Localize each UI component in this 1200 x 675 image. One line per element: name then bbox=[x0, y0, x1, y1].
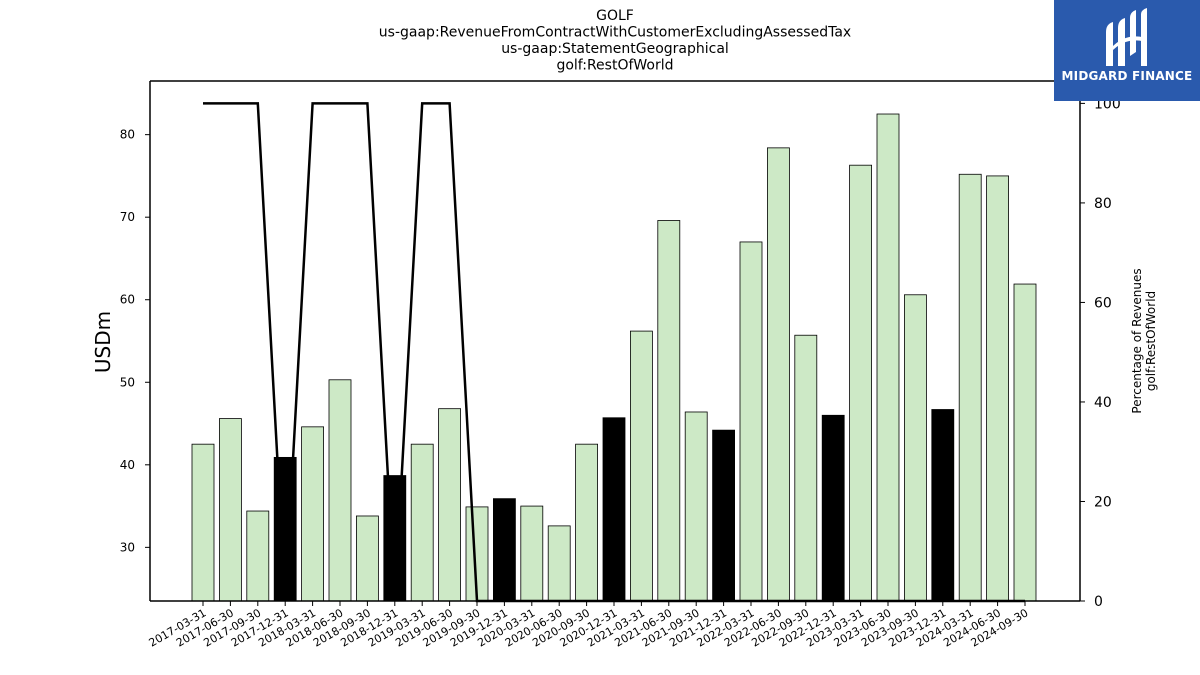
x-axis-ticks: 2017-03-312017-06-302017-09-302017-12-31… bbox=[147, 601, 1031, 650]
bar bbox=[739, 241, 763, 602]
bar bbox=[410, 443, 434, 602]
y-tick-label: 30 bbox=[120, 540, 135, 554]
bar bbox=[438, 408, 462, 602]
bars bbox=[191, 113, 1037, 602]
y-tick-label: 60 bbox=[120, 293, 135, 307]
y2-tick-label: 20 bbox=[1094, 494, 1112, 510]
chart-title-line: us-gaap:RevenueFromContractWithCustomerE… bbox=[379, 25, 851, 41]
bar bbox=[520, 505, 544, 602]
bar bbox=[547, 525, 571, 602]
y-tick-label: 80 bbox=[120, 128, 135, 142]
bar bbox=[355, 515, 379, 602]
bar bbox=[712, 429, 735, 602]
bar bbox=[575, 443, 598, 602]
bar bbox=[849, 164, 872, 602]
bar bbox=[301, 426, 325, 602]
bar bbox=[328, 379, 352, 602]
logo-text: MIDGARD FINANCE bbox=[1061, 69, 1193, 83]
chart-title: GOLFus-gaap:RevenueFromContractWithCusto… bbox=[379, 8, 851, 74]
y-axis-label: USDm bbox=[91, 311, 115, 373]
midgard-finance-logo: MIDGARD FINANCE bbox=[1054, 0, 1200, 101]
y2-axis-label-line: Percentage of Revenues bbox=[1130, 268, 1144, 413]
bar bbox=[657, 220, 681, 602]
bar bbox=[492, 498, 516, 602]
y2-tick-label: 0 bbox=[1094, 594, 1103, 610]
bar bbox=[876, 113, 900, 602]
y-tick-label: 50 bbox=[120, 375, 135, 389]
bar bbox=[986, 175, 1009, 602]
bar bbox=[191, 443, 215, 602]
bar bbox=[218, 418, 242, 602]
axes bbox=[149, 80, 1081, 602]
chart-title-line: golf:RestOfWorld bbox=[556, 58, 673, 74]
bar bbox=[958, 173, 982, 602]
chart-title-line: us-gaap:StatementGeographical bbox=[501, 41, 729, 57]
bar bbox=[684, 411, 708, 602]
bar bbox=[904, 294, 927, 602]
bar bbox=[1013, 283, 1037, 602]
y2-tick-label: 60 bbox=[1094, 295, 1112, 311]
bar bbox=[794, 334, 818, 602]
bar bbox=[246, 510, 270, 602]
bar bbox=[630, 330, 653, 602]
y2-tick-label: 80 bbox=[1094, 196, 1112, 212]
y-tick-label: 70 bbox=[120, 210, 135, 224]
y-axis-ticks: 30 40 50 60 70 80 bbox=[120, 128, 150, 554]
bar bbox=[931, 409, 955, 602]
midgard-logo-icon bbox=[1106, 8, 1147, 66]
bar bbox=[602, 417, 626, 602]
y2-axis-label: Percentage of Revenues golf:RestOfWorld bbox=[1130, 268, 1158, 413]
bar bbox=[821, 414, 845, 602]
bar bbox=[767, 147, 790, 602]
y-tick-label: 40 bbox=[120, 458, 135, 472]
y2-axis-label-line: golf:RestOfWorld bbox=[1144, 291, 1158, 391]
chart-title-line: GOLF bbox=[596, 8, 634, 24]
y2-tick-label: 40 bbox=[1094, 395, 1112, 411]
